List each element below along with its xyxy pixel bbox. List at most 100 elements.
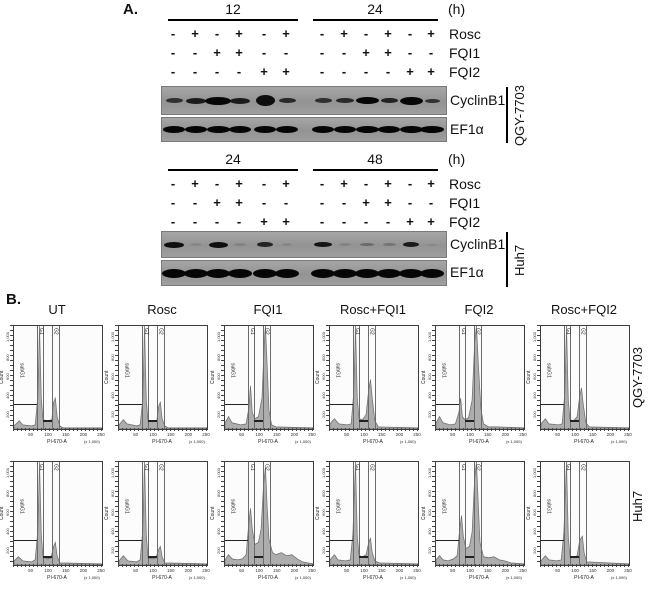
gate-label-g2: G2 <box>263 328 270 335</box>
treatment-sign: - <box>428 195 434 210</box>
protein-band <box>311 268 335 278</box>
y-axis-ticks <box>10 325 13 428</box>
flow-plot: Count 200 400 600 800 1,000 G1 G2 subG1 50 100 150 2… <box>526 458 632 590</box>
protein-band <box>206 268 230 278</box>
gate-line-g2 <box>163 326 165 429</box>
x-tick-label: 250 <box>519 568 527 573</box>
gate-line-g2 <box>367 326 369 429</box>
plot-area: G1 G2 subG1 <box>118 325 208 430</box>
reagent-label: FQI1 <box>449 195 481 211</box>
gate-line-g1 <box>141 326 143 429</box>
hours-unit-label: (h) <box>448 1 466 17</box>
plot-area: G1 G2 subG1 <box>540 325 630 430</box>
x-axis-ticks <box>435 564 525 567</box>
x-tick-label: 150 <box>273 568 281 573</box>
protein-band <box>206 126 230 133</box>
gate-label-g1: G1 <box>459 328 466 335</box>
gate-line-s <box>359 419 368 422</box>
x-tick-label: 150 <box>589 568 597 573</box>
treatment-sign: + <box>384 45 392 60</box>
cellline-bracket <box>506 232 508 287</box>
gate-line-g1 <box>359 326 361 429</box>
gate-label-subg1: subG1 <box>229 499 236 514</box>
x-tick-label: 250 <box>413 432 421 437</box>
protein-band <box>399 268 423 278</box>
gate-line-subg1 <box>119 404 142 406</box>
gate-line-g1 <box>352 326 354 429</box>
x-axis-scale-note: (x 1,000) <box>506 439 522 444</box>
treatment-sign: - <box>319 214 325 229</box>
treatment-sign: + <box>340 176 348 191</box>
x-tick-label: 150 <box>378 568 386 573</box>
plot-area: G1 G2 subG1 <box>13 325 103 430</box>
x-tick-label: 150 <box>484 568 492 573</box>
protein-band <box>399 126 423 133</box>
treatment-sign: + <box>191 176 199 191</box>
histogram <box>436 462 524 565</box>
timepoint-label: 24 <box>225 151 241 167</box>
x-tick-label: 150 <box>167 432 175 437</box>
gate-label-subg1: subG1 <box>18 363 25 378</box>
gate-line-subg1 <box>330 540 353 542</box>
treatment-sign: + <box>260 214 268 229</box>
protein-band <box>420 126 444 133</box>
x-tick-label: 100 <box>149 432 157 437</box>
x-axis-ticks <box>224 564 314 567</box>
gate-line-s <box>43 555 52 558</box>
x-tick-label: 150 <box>273 432 281 437</box>
x-tick-label: 200 <box>79 568 88 573</box>
x-axis-label: PI-670-A <box>258 439 278 445</box>
x-tick-label: 100 <box>466 568 474 573</box>
gate-label-subg1: subG1 <box>440 499 447 514</box>
treatment-sign: + <box>406 64 414 79</box>
flow-plot: Count 200 400 600 800 1,000 G1 G2 subG1 50 100 150 2… <box>315 458 421 590</box>
gate-line-g2 <box>163 462 165 565</box>
treatment-sign: - <box>363 64 369 79</box>
x-tick-label: 200 <box>395 568 404 573</box>
gate-label-g2: G2 <box>474 464 481 471</box>
blot-image <box>161 86 447 115</box>
x-axis-label: PI-670-A <box>469 439 489 445</box>
gate-label-g2: G2 <box>368 464 375 471</box>
flow-plot: Count 200 400 600 800 1,000 G1 G2 subG1 50 100 150 2… <box>421 458 527 590</box>
x-tick-label: 50 <box>450 568 456 573</box>
x-tick-label: 50 <box>133 432 139 437</box>
flow-plot: Count 200 400 600 800 1,000 G1 G2 subG1 50 100 150 2… <box>210 322 316 454</box>
treatment-sign: + <box>260 64 268 79</box>
cellline-label: QGY-7703 <box>512 85 527 146</box>
x-tick-label: 50 <box>28 432 34 437</box>
x-tick-label: 250 <box>413 568 421 573</box>
x-tick-label: 50 <box>450 432 456 437</box>
treatment-sign: - <box>170 214 176 229</box>
treatment-sign: + <box>282 64 290 79</box>
x-axis-scale-note: (x 1,000) <box>189 575 205 580</box>
treatment-sign: - <box>192 214 198 229</box>
x-tick-label: 200 <box>501 568 510 573</box>
x-axis-scale-note: (x 1,000) <box>400 439 416 444</box>
column-header: Rosc <box>147 302 177 317</box>
protein-band <box>184 268 208 278</box>
protein-band <box>355 268 379 278</box>
treatment-sign: + <box>235 26 243 41</box>
treatment-sign: - <box>261 26 267 41</box>
treatment-sign: - <box>385 64 391 79</box>
x-axis-scale-note: (x 1,000) <box>295 439 311 444</box>
gate-line-s <box>148 555 157 558</box>
x-axis-label: PI-670-A <box>363 439 383 445</box>
treatment-sign: - <box>341 195 347 210</box>
x-tick-label: 150 <box>589 432 597 437</box>
protein-band <box>165 98 183 103</box>
protein-label: EF1α <box>450 264 484 280</box>
gate-line-subg1 <box>330 404 353 406</box>
protein-band <box>399 96 423 105</box>
protein-band <box>334 126 356 133</box>
treatment-sign: + <box>282 176 290 191</box>
protein-band <box>333 268 357 278</box>
cellline-bracket <box>506 87 508 143</box>
y-axis-ticks <box>326 325 329 428</box>
protein-band <box>228 268 252 278</box>
x-tick-label: 50 <box>239 568 245 573</box>
x-tick-label: 50 <box>344 568 350 573</box>
gate-label-g2: G2 <box>263 464 270 471</box>
x-tick-label: 150 <box>62 568 70 573</box>
